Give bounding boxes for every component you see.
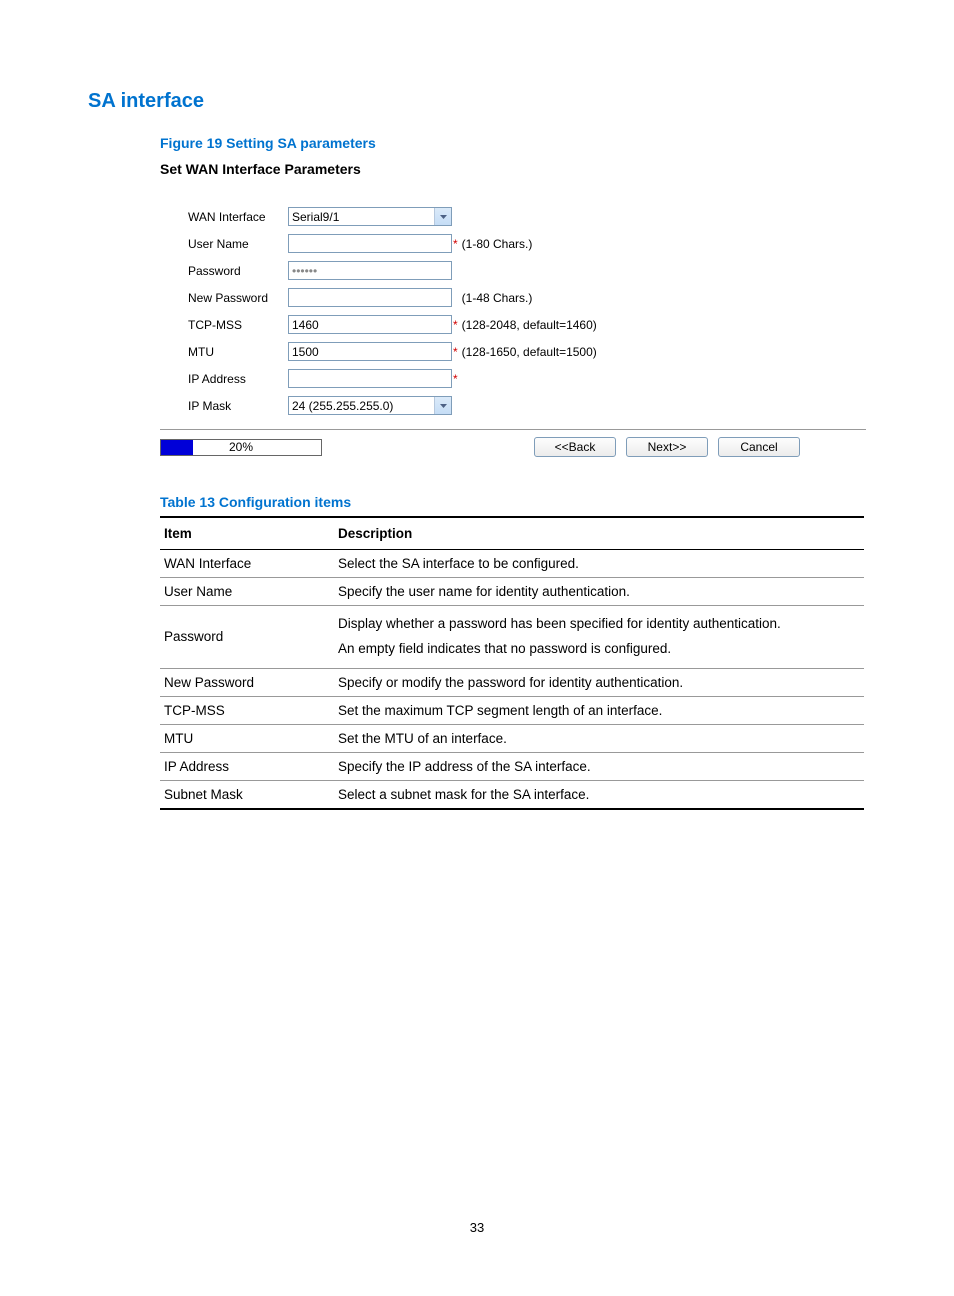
cell-desc: Specify the user name for identity authe… xyxy=(334,578,864,606)
chevron-down-icon[interactable] xyxy=(434,397,451,414)
wan-interface-select[interactable]: Serial9/1 xyxy=(288,207,452,226)
cell-item: Subnet Mask xyxy=(160,780,334,809)
section-heading: SA interface xyxy=(88,90,866,113)
cell-item: User Name xyxy=(160,578,334,606)
table-row: WAN InterfaceSelect the SA interface to … xyxy=(160,550,864,578)
row-wan-interface: WAN Interface Serial9/1 xyxy=(188,203,866,230)
table-row: PasswordDisplay whether a password has b… xyxy=(160,606,864,669)
table-caption: Table 13 Configuration items xyxy=(160,494,866,510)
cell-desc: Specify or modify the password for ident… xyxy=(334,668,864,696)
cell-item: New Password xyxy=(160,668,334,696)
row-tcp-mss: TCP-MSS * (128-2048, default=1460) xyxy=(188,311,866,338)
cell-item: MTU xyxy=(160,724,334,752)
th-desc: Description xyxy=(334,517,864,550)
chevron-down-icon[interactable] xyxy=(434,208,451,225)
table-row: New PasswordSpecify or modify the passwo… xyxy=(160,668,864,696)
ip-mask-select[interactable]: 24 (255.255.255.0) xyxy=(288,396,452,415)
required-asterisk: * xyxy=(453,372,458,386)
user-name-hint: (1-80 Chars.) xyxy=(462,237,533,251)
back-button[interactable]: <<Back xyxy=(534,437,616,457)
ip-address-input[interactable] xyxy=(288,369,452,388)
ip-mask-label: IP Mask xyxy=(188,399,288,413)
progress-bar: 20% xyxy=(160,439,322,456)
row-ip-mask: IP Mask 24 (255.255.255.0) xyxy=(188,392,866,419)
table-row: Subnet MaskSelect a subnet mask for the … xyxy=(160,780,864,809)
row-password: Password xyxy=(188,257,866,284)
new-password-label: New Password xyxy=(188,291,288,305)
bottom-bar: 20% <<Back Next>> Cancel xyxy=(160,436,866,458)
tcp-mss-hint: (128-2048, default=1460) xyxy=(462,318,597,332)
wan-interface-label: WAN Interface xyxy=(188,210,288,224)
user-name-label: User Name xyxy=(188,237,288,251)
config-table: Item Description WAN InterfaceSelect the… xyxy=(160,516,864,810)
panel-title: Set WAN Interface Parameters xyxy=(160,161,866,177)
wan-form: WAN Interface Serial9/1 User Name * (1- xyxy=(160,203,866,458)
tcp-mss-input[interactable] xyxy=(288,315,452,334)
progress-text: 20% xyxy=(161,440,321,455)
row-new-password: New Password * (1-48 Chars.) xyxy=(188,284,866,311)
cell-desc: Select a subnet mask for the SA interfac… xyxy=(334,780,864,809)
tcp-mss-label: TCP-MSS xyxy=(188,318,288,332)
table-row: User NameSpecify the user name for ident… xyxy=(160,578,864,606)
cell-desc: Set the maximum TCP segment length of an… xyxy=(334,696,864,724)
cell-item: WAN Interface xyxy=(160,550,334,578)
user-name-input[interactable] xyxy=(288,234,452,253)
password-input[interactable] xyxy=(288,261,452,280)
cell-item: Password xyxy=(160,606,334,669)
new-password-input[interactable] xyxy=(288,288,452,307)
table-row: MTUSet the MTU of an interface. xyxy=(160,724,864,752)
ip-address-label: IP Address xyxy=(188,372,288,386)
cell-desc: Set the MTU of an interface. xyxy=(334,724,864,752)
mtu-hint: (128-1650, default=1500) xyxy=(462,345,597,359)
next-button[interactable]: Next>> xyxy=(626,437,708,457)
required-asterisk: * xyxy=(453,318,458,332)
required-asterisk: * xyxy=(453,345,458,359)
figure-caption: Figure 19 Setting SA parameters xyxy=(160,135,866,151)
required-asterisk: * xyxy=(453,237,458,251)
cell-desc: Select the SA interface to be configured… xyxy=(334,550,864,578)
cell-item: TCP-MSS xyxy=(160,696,334,724)
cell-desc: Display whether a password has been spec… xyxy=(334,606,864,669)
mtu-label: MTU xyxy=(188,345,288,359)
page-number: 33 xyxy=(88,1220,866,1235)
cell-item: IP Address xyxy=(160,752,334,780)
cancel-button[interactable]: Cancel xyxy=(718,437,800,457)
divider xyxy=(160,429,866,430)
wan-interface-value: Serial9/1 xyxy=(289,210,434,224)
row-mtu: MTU * (128-1650, default=1500) xyxy=(188,338,866,365)
new-password-hint: (1-48 Chars.) xyxy=(462,291,533,305)
table-row: TCP-MSSSet the maximum TCP segment lengt… xyxy=(160,696,864,724)
row-user-name: User Name * (1-80 Chars.) xyxy=(188,230,866,257)
row-ip-address: IP Address * xyxy=(188,365,866,392)
th-item: Item xyxy=(160,517,334,550)
ip-mask-value: 24 (255.255.255.0) xyxy=(289,399,434,413)
table-row: IP AddressSpecify the IP address of the … xyxy=(160,752,864,780)
mtu-input[interactable] xyxy=(288,342,452,361)
password-label: Password xyxy=(188,264,288,278)
cell-desc: Specify the IP address of the SA interfa… xyxy=(334,752,864,780)
